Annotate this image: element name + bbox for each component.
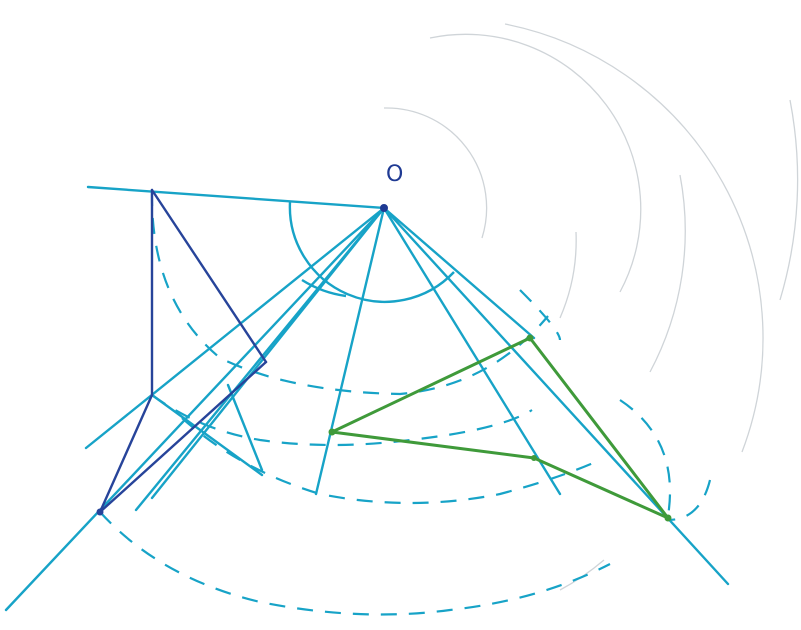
construction-lines	[4, 185, 730, 612]
point-c-prime	[664, 514, 672, 522]
rotation-arcs	[99, 189, 712, 616]
rotation-arc-2	[151, 394, 533, 447]
short-segment-2	[226, 383, 264, 472]
rotation-arc-7	[667, 479, 712, 522]
point-a-prime	[526, 334, 534, 342]
guide-arc-5	[504, 23, 764, 453]
ray-to-a	[84, 206, 386, 450]
rotation-arc-4	[99, 511, 611, 616]
original-side-bottom	[98, 360, 268, 514]
center-point-o	[380, 204, 388, 212]
ray-4	[314, 206, 386, 496]
ray-to-c	[4, 206, 386, 612]
angle-arc-inner	[288, 201, 455, 304]
rotated-side-3	[528, 336, 670, 520]
center-label: O	[386, 162, 404, 187]
point-b-prime	[328, 428, 336, 436]
reference-line	[86, 185, 386, 210]
guide-arc-1	[383, 107, 488, 239]
rotated-side-1	[330, 336, 532, 434]
rotation-arc-3	[181, 417, 601, 505]
ray-5	[382, 206, 562, 496]
ray-3	[134, 206, 386, 512]
angle-arcs	[288, 201, 455, 304]
angle-arc-outer	[301, 278, 347, 298]
original-side-top	[150, 188, 268, 364]
rotated-side-4	[532, 456, 670, 520]
guide-arc-6	[779, 99, 799, 301]
original-triangle	[98, 188, 268, 514]
guide-arc-4	[649, 174, 686, 373]
short-segment-1	[150, 393, 264, 477]
ray-to-c-prime	[382, 206, 730, 586]
rotated-triangle	[330, 336, 670, 520]
point-b	[96, 508, 104, 516]
guide-arc-2	[559, 231, 577, 319]
point-d-prime	[531, 455, 537, 461]
guide-arc-3	[429, 33, 642, 293]
guide-arcs	[383, 23, 799, 591]
rotated-side-2	[330, 430, 536, 460]
original-side-lower-left	[98, 393, 154, 514]
rotation-arc-6	[619, 399, 672, 517]
rotation-arc-5	[519, 289, 562, 341]
points	[96, 204, 672, 522]
ray-to-a-prime	[382, 206, 536, 340]
guide-arc-7	[559, 559, 605, 591]
rotation-arc-1	[150, 189, 549, 396]
